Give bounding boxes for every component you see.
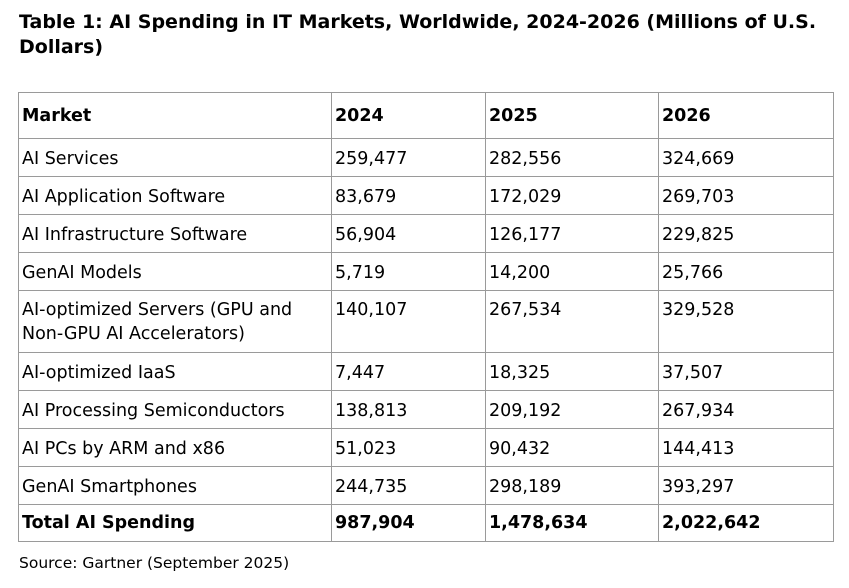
value-2024-cell: 7,447 [331,352,486,391]
value-2025-cell: 172,029 [485,176,659,215]
total-label-cell: Total AI Spending [18,504,332,542]
total-2026-cell: 2,022,642 [658,504,834,542]
value-2024-cell: 56,904 [331,214,486,253]
table-row: AI-optimized Servers (GPU and Non-GPU AI… [18,290,834,353]
value-2024-cell: 138,813 [331,390,486,429]
value-2024-cell: 140,107 [331,290,486,353]
market-cell: AI Services [18,138,332,177]
table-title: Table 1: AI Spending in IT Markets, Worl… [19,11,817,58]
value-2024-cell: 83,679 [331,176,486,215]
value-2026-cell: 324,669 [658,138,834,177]
value-2025-cell: 14,200 [485,252,659,291]
value-2024-cell: 244,735 [331,466,486,505]
total-row: Total AI Spending 987,904 1,478,634 2,02… [18,504,834,542]
value-2025-cell: 298,189 [485,466,659,505]
table-row: AI PCs by ARM and x86 51,023 90,432 144,… [18,428,834,467]
market-cell: GenAI Smartphones [18,466,332,505]
value-2024-cell: 259,477 [331,138,486,177]
market-cell: AI Application Software [18,176,332,215]
table-row: GenAI Models 5,719 14,200 25,766 [18,252,834,291]
value-2025-cell: 90,432 [485,428,659,467]
total-2025-cell: 1,478,634 [485,504,659,542]
table-row: AI Application Software 83,679 172,029 2… [18,176,834,215]
market-cell: GenAI Models [18,252,332,291]
source-note: Source: Gartner (September 2025) [19,554,290,572]
market-cell: AI Infrastructure Software [18,214,332,253]
value-2025-cell: 282,556 [485,138,659,177]
value-2026-cell: 144,413 [658,428,834,467]
value-2026-cell: 269,703 [658,176,834,215]
value-2024-cell: 51,023 [331,428,486,467]
column-header-2025: 2025 [485,92,659,139]
column-header-market: Market [18,92,332,139]
table-row: AI Services 259,477 282,556 324,669 [18,138,834,177]
value-2024-cell: 5,719 [331,252,486,291]
value-2026-cell: 329,528 [658,290,834,353]
table-row: AI Infrastructure Software 56,904 126,17… [18,214,834,253]
header-row: Market 2024 2025 2026 [18,92,834,139]
value-2025-cell: 18,325 [485,352,659,391]
table-row: GenAI Smartphones 244,735 298,189 393,29… [18,466,834,505]
value-2026-cell: 229,825 [658,214,834,253]
column-header-2024: 2024 [331,92,486,139]
value-2026-cell: 267,934 [658,390,834,429]
market-cell: AI-optimized IaaS [18,352,332,391]
table-row: AI Processing Semiconductors 138,813 209… [18,390,834,429]
value-2026-cell: 25,766 [658,252,834,291]
market-cell: AI Processing Semiconductors [18,390,332,429]
market-cell: AI-optimized Servers (GPU and Non-GPU AI… [18,290,332,353]
value-2025-cell: 267,534 [485,290,659,353]
ai-spending-table: Market 2024 2025 2026 AI Services 259,47… [18,92,834,542]
value-2025-cell: 126,177 [485,214,659,253]
value-2026-cell: 37,507 [658,352,834,391]
value-2026-cell: 393,297 [658,466,834,505]
market-cell: AI PCs by ARM and x86 [18,428,332,467]
table-row: AI-optimized IaaS 7,447 18,325 37,507 [18,352,834,391]
total-2024-cell: 987,904 [331,504,486,542]
column-header-2026: 2026 [658,92,834,139]
value-2025-cell: 209,192 [485,390,659,429]
